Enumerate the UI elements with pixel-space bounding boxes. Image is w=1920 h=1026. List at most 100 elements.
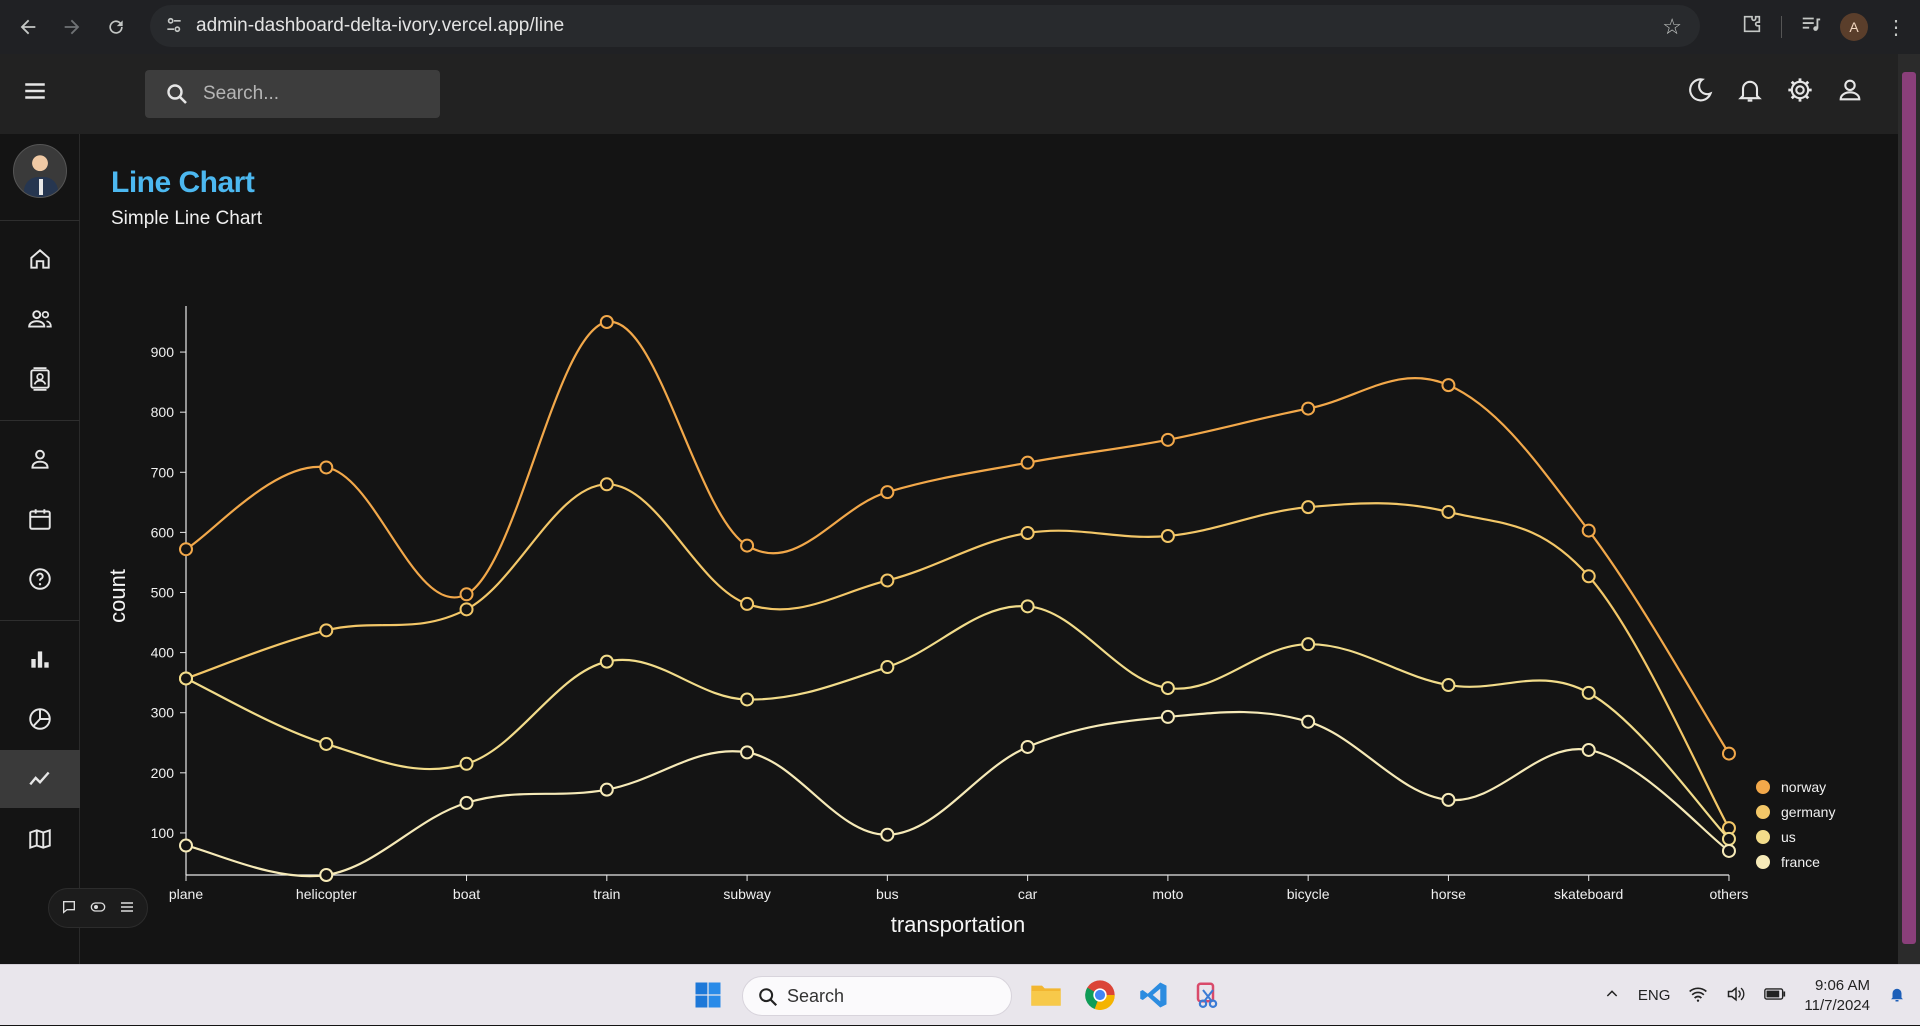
data-point-norway: [459, 587, 474, 602]
file-explorer-icon[interactable]: [1026, 975, 1066, 1015]
sidebar-item-geography[interactable]: [0, 810, 80, 868]
pie-chart-icon: [29, 708, 51, 730]
data-point-germany: [880, 573, 895, 588]
chevron-up-icon[interactable]: [1604, 986, 1620, 1006]
vscode-icon[interactable]: [1134, 975, 1174, 1015]
data-point-france: [1581, 742, 1596, 757]
data-point-us: [179, 671, 193, 686]
toolbar-divider: [1781, 16, 1782, 38]
back-arrow-icon[interactable]: [6, 5, 50, 49]
line-chart: 100 200 300 400 500 600 700 800 900 plane helicopt…: [80, 280, 1898, 970]
dark-mode-moon-icon[interactable]: [1686, 76, 1714, 104]
topbar-actions: [1686, 76, 1864, 104]
site-info-icon[interactable]: [164, 15, 186, 37]
data-point-norway: [1160, 432, 1175, 447]
search-icon[interactable]: [165, 82, 189, 111]
sidebar-item-line-chart[interactable]: [0, 750, 80, 808]
notifications-bell-icon[interactable]: [1736, 76, 1764, 104]
sidebar-item-dashboard[interactable]: [0, 230, 80, 288]
sidebar-item-calendar[interactable]: [0, 490, 80, 548]
series-line-norway: [185, 320, 1730, 755]
chrome-icon[interactable]: [1080, 975, 1120, 1015]
media-queue-icon[interactable]: [1800, 13, 1822, 41]
sidebar-item-profile[interactable]: [0, 430, 80, 488]
scroll-thumb[interactable]: [1902, 72, 1916, 944]
snipping-tool-icon[interactable]: [1188, 975, 1228, 1015]
series-line-france: [185, 710, 1730, 878]
windows-start-icon[interactable]: [688, 975, 728, 1015]
data-point-us: [319, 736, 334, 751]
data-point-us: [1581, 685, 1596, 700]
y-tick-label: 100: [151, 825, 175, 841]
toggle-icon[interactable]: [90, 899, 106, 918]
sidebar-item-contacts[interactable]: [0, 350, 80, 408]
browser-toolbar: admin-dashboard-delta-ivory.vercel.app/l…: [0, 0, 1920, 54]
forward-arrow-icon[interactable]: [50, 5, 94, 49]
bookmark-star-icon[interactable]: ☆: [1662, 14, 1682, 39]
home-icon: [30, 249, 50, 269]
y-axis-label: count: [105, 569, 130, 623]
sidebar-divider: [0, 620, 80, 621]
sidebar-item-faq[interactable]: [0, 550, 80, 608]
data-point-france: [319, 868, 334, 882]
data-point-us: [740, 692, 755, 707]
data-point-germany: [740, 596, 755, 611]
reload-icon[interactable]: [94, 5, 138, 49]
browser-menu-icon[interactable]: ⋮: [1886, 16, 1906, 39]
data-point-norway: [179, 542, 193, 557]
floating-toolbar: [48, 888, 148, 928]
hamburger-menu-icon[interactable]: [22, 78, 56, 112]
legend-label-france: france: [1781, 854, 1820, 870]
taskbar-search[interactable]: Search: [742, 976, 1012, 1016]
windows-taskbar: Search ENG 9:06 AM 11/7/2024: [0, 964, 1920, 1025]
data-point-france: [179, 838, 193, 853]
taskbar-search-icon: [757, 986, 779, 1013]
battery-icon[interactable]: [1764, 987, 1786, 1005]
data-point-germany: [1441, 504, 1456, 519]
data-point-us: [1441, 678, 1456, 693]
settings-gear-icon[interactable]: [1786, 76, 1814, 104]
clock[interactable]: 9:06 AM 11/7/2024: [1804, 976, 1870, 1016]
avatar-tie: [39, 179, 43, 195]
data-point-germany: [319, 623, 334, 638]
sidebar-item-pie-chart[interactable]: [0, 690, 80, 748]
data-point-germany: [1301, 500, 1316, 515]
system-tray: ENG 9:06 AM 11/7/2024: [1604, 965, 1906, 1026]
notification-bell-icon[interactable]: [1888, 985, 1906, 1007]
x-axis-label: transportation: [891, 912, 1026, 937]
list-menu-icon[interactable]: [119, 899, 135, 918]
legend-label-germany: germany: [1781, 804, 1835, 820]
language-indicator[interactable]: ENG: [1637, 987, 1671, 1004]
people-icon: [28, 310, 52, 328]
clock-time: 9:06 AM: [1814, 976, 1870, 994]
data-point-us: [880, 660, 895, 675]
user-profile-icon[interactable]: [1836, 76, 1864, 104]
page-scrollbar[interactable]: [1898, 54, 1920, 964]
x-tick-label: subway: [723, 886, 770, 902]
series-line-germany: [185, 483, 1730, 829]
x-tick-label: helicopter: [296, 886, 357, 902]
legend-swatch-germany: [1756, 805, 1770, 819]
data-point-france: [1160, 709, 1175, 724]
line-chart-icon: [29, 771, 50, 786]
page-title: Line Chart: [111, 166, 255, 199]
data-point-france: [740, 745, 755, 760]
search-input[interactable]: [203, 83, 423, 105]
wifi-icon[interactable]: [1688, 985, 1708, 1007]
clock-date: 11/7/2024: [1804, 996, 1870, 1014]
address-bar[interactable]: admin-dashboard-delta-ivory.vercel.app/l…: [150, 5, 1700, 47]
profile-avatar[interactable]: A: [1840, 13, 1868, 41]
contacts-icon: [30, 367, 50, 391]
sidebar-item-bar-chart[interactable]: [0, 630, 80, 688]
data-point-norway: [1581, 523, 1596, 538]
sidebar-item-team[interactable]: [0, 290, 80, 348]
y-tick-label: 800: [151, 404, 175, 420]
page-subtitle: Simple Line Chart: [111, 208, 263, 229]
avatar[interactable]: [13, 144, 67, 198]
x-tick-label: bicycle: [1287, 886, 1330, 902]
volume-icon[interactable]: [1726, 985, 1746, 1007]
comment-icon[interactable]: [61, 899, 77, 918]
data-point-france: [880, 827, 895, 842]
extensions-icon[interactable]: [1741, 13, 1763, 41]
y-tick-label: 200: [151, 765, 175, 781]
